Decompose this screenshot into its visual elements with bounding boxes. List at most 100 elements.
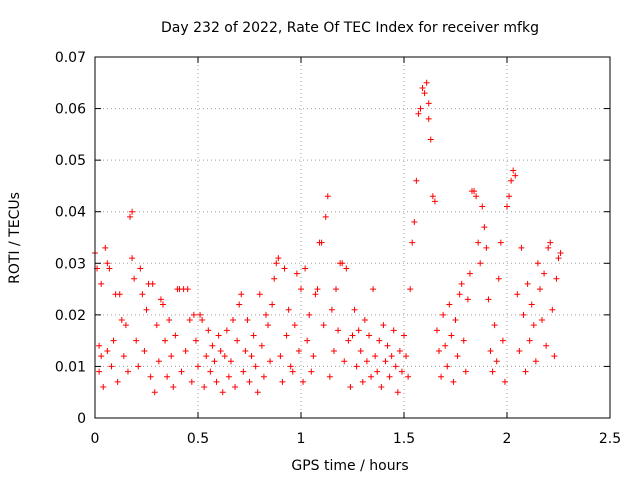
x-tick-label: 2: [503, 431, 512, 447]
data-point: [283, 332, 290, 339]
data-point: [450, 378, 457, 385]
data-point: [446, 301, 453, 308]
data-point: [139, 291, 146, 298]
data-point: [267, 358, 274, 365]
data-point: [436, 347, 443, 354]
y-tick-label: 0.06: [55, 102, 86, 118]
data-point: [339, 260, 346, 267]
data-point: [318, 239, 325, 246]
data-point: [98, 353, 105, 360]
x-tick-label: 1.5: [393, 431, 415, 447]
grid: [95, 57, 610, 418]
data-point: [392, 363, 399, 370]
data-point: [413, 177, 420, 184]
y-tick-label: 0: [77, 411, 86, 427]
data-point: [438, 373, 445, 380]
data-point: [203, 353, 210, 360]
data-point: [524, 280, 531, 287]
data-point: [254, 389, 261, 396]
data-point: [355, 327, 362, 334]
data-point: [495, 275, 502, 282]
data-point: [553, 275, 560, 282]
data-point: [351, 306, 358, 313]
data-point: [440, 311, 447, 318]
plot-frame: [94, 56, 611, 419]
data-point: [159, 301, 166, 308]
data-point: [133, 337, 140, 344]
data-point: [353, 363, 360, 370]
data-point: [390, 327, 397, 334]
data-point: [151, 389, 158, 396]
data-point: [466, 270, 473, 277]
data-point: [514, 291, 521, 298]
data-point: [506, 193, 513, 200]
data-point: [522, 368, 529, 375]
data-point: [166, 317, 173, 324]
y-tick-label: 0.05: [55, 153, 86, 169]
data-point: [425, 115, 432, 122]
data-point: [363, 358, 370, 365]
data-point: [520, 311, 527, 318]
data-point: [528, 301, 535, 308]
data-point: [547, 239, 554, 246]
data-point: [322, 213, 329, 220]
data-point: [207, 368, 214, 375]
data-point: [419, 84, 426, 91]
data-point: [454, 353, 461, 360]
data-point: [499, 337, 506, 344]
data-point: [431, 198, 438, 205]
data-point: [557, 249, 564, 256]
data-point: [225, 373, 232, 380]
data-point: [526, 337, 533, 344]
data-point: [349, 332, 356, 339]
data-point: [343, 265, 350, 272]
data-point: [219, 389, 226, 396]
data-point: [330, 347, 337, 354]
data-point: [250, 332, 257, 339]
data-point: [96, 368, 103, 375]
data-point: [265, 322, 272, 329]
data-point: [118, 317, 125, 324]
data-point: [368, 373, 375, 380]
data-point: [532, 358, 539, 365]
data-point: [310, 353, 317, 360]
data-point: [444, 363, 451, 370]
data-point: [295, 347, 302, 354]
data-point: [209, 342, 216, 349]
data-point: [491, 322, 498, 329]
data-point: [260, 373, 267, 380]
data-point: [415, 110, 422, 117]
data-point: [417, 105, 424, 112]
data-point: [357, 347, 364, 354]
data-point: [452, 317, 459, 324]
data-point: [396, 347, 403, 354]
data-point: [98, 280, 105, 287]
chart-title: Day 232 of 2022, Rate Of TEC Index for r…: [161, 20, 539, 36]
data-point: [555, 255, 562, 262]
data-point: [510, 167, 517, 174]
data-point: [471, 188, 478, 195]
data-point: [518, 244, 525, 251]
data-point: [190, 311, 197, 318]
data-point: [213, 378, 220, 385]
data-point: [380, 322, 387, 329]
data-point: [374, 368, 381, 375]
data-point: [382, 358, 389, 365]
y-tick-label: 0.04: [55, 205, 86, 221]
y-tick-label: 0.03: [55, 256, 86, 272]
data-point: [256, 291, 263, 298]
data-point: [512, 172, 519, 179]
data-point: [483, 244, 490, 251]
data-point: [409, 239, 416, 246]
data-point: [485, 296, 492, 303]
data-point: [312, 291, 319, 298]
data-point: [423, 79, 430, 86]
data-point: [170, 384, 177, 391]
data-point: [104, 347, 111, 354]
data-point: [246, 378, 253, 385]
data-point: [326, 373, 333, 380]
data-point: [345, 337, 352, 344]
data-point: [232, 384, 239, 391]
data-point: [442, 342, 449, 349]
data-point: [162, 337, 169, 344]
